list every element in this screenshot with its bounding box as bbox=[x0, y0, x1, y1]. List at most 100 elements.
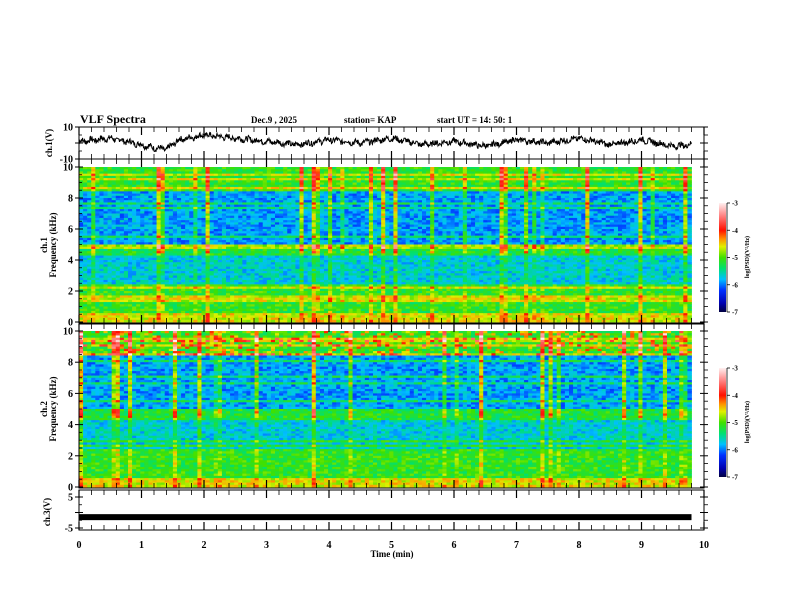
spectrogram-cell bbox=[275, 266, 280, 270]
spectrogram-cell bbox=[201, 175, 206, 179]
spectrogram-cell bbox=[226, 169, 231, 172]
spectrogram-cell bbox=[140, 231, 145, 234]
spectrogram-cell bbox=[140, 191, 145, 194]
spectrogram-cell bbox=[201, 182, 206, 186]
spectrogram-cell bbox=[311, 277, 317, 281]
spectrogram-cell bbox=[115, 275, 121, 279]
spectrogram-cell bbox=[168, 260, 174, 263]
spectrogram-cell bbox=[123, 211, 129, 214]
spectrogram-cell bbox=[136, 297, 141, 301]
spectrogram-cell bbox=[189, 262, 194, 265]
spectrogram-cell bbox=[123, 217, 129, 221]
spectrogram-cell bbox=[83, 271, 88, 274]
spectrogram-cell bbox=[254, 284, 260, 287]
spectrogram-cell bbox=[107, 240, 113, 243]
spectrogram-cell bbox=[181, 206, 186, 210]
spectrogram-cell bbox=[291, 184, 296, 188]
spectrogram-cell bbox=[209, 271, 215, 274]
spectrogram-cell bbox=[324, 277, 329, 281]
spectrogram-cell bbox=[185, 180, 190, 183]
ch1-waveform-line bbox=[78, 131, 692, 153]
spectrogram-cell bbox=[279, 271, 284, 274]
spectrogram-cell bbox=[148, 217, 153, 221]
spectrogram-cell bbox=[340, 184, 345, 188]
spectrogram-cell bbox=[140, 257, 145, 261]
spectrogram-cell bbox=[103, 171, 108, 175]
spectrogram-cell bbox=[160, 273, 166, 276]
spectrogram-cell bbox=[340, 302, 345, 305]
spectrogram-cell bbox=[336, 169, 341, 172]
spectrogram-cell bbox=[83, 260, 88, 263]
spectrogram-cell bbox=[209, 248, 215, 252]
spectrogram-cell bbox=[258, 286, 264, 290]
spectrogram-cell bbox=[307, 240, 313, 243]
spectrogram-cell bbox=[205, 237, 211, 241]
spectrogram-cell bbox=[128, 286, 133, 290]
spectrogram-cell bbox=[144, 251, 149, 254]
spectrogram-cell bbox=[197, 244, 202, 248]
spectrogram-cell bbox=[242, 191, 247, 194]
spectrogram-cell bbox=[262, 237, 268, 241]
spectrogram-cell bbox=[295, 282, 300, 285]
spectrogram-cell bbox=[164, 235, 170, 239]
spectrogram-cell bbox=[352, 286, 358, 290]
spectrogram-cell bbox=[115, 204, 121, 208]
spectrogram-cell bbox=[193, 308, 198, 312]
spectrogram-cell bbox=[181, 182, 186, 186]
spectrogram-cell bbox=[213, 297, 219, 301]
spectrogram-cell bbox=[181, 222, 186, 225]
spectrogram-cell bbox=[201, 286, 206, 290]
spectrogram-cell bbox=[197, 308, 202, 312]
spectrogram-cell bbox=[205, 198, 211, 201]
spectrogram-cell bbox=[168, 209, 174, 212]
spectrogram-cell bbox=[311, 215, 317, 219]
spectrogram-cell bbox=[307, 317, 313, 321]
spectrogram-cell bbox=[258, 204, 264, 208]
spectrogram-cell bbox=[156, 213, 162, 217]
spectrogram-cell bbox=[221, 240, 227, 243]
spectrogram-cell bbox=[128, 291, 133, 294]
spectrogram-cell bbox=[328, 231, 333, 234]
spectrogram-cell bbox=[205, 319, 211, 323]
spectrogram-cell bbox=[213, 251, 219, 254]
spectrogram-cell bbox=[266, 291, 272, 294]
spectrogram-cell bbox=[234, 231, 239, 234]
spectrogram-cell bbox=[148, 191, 153, 194]
spectrogram-cell bbox=[185, 209, 190, 212]
spectrogram-cell bbox=[87, 175, 92, 179]
spectrogram-cell bbox=[242, 217, 247, 221]
spectrogram-cell bbox=[156, 182, 162, 186]
spectrogram-cell bbox=[103, 233, 108, 237]
spectrogram-cell bbox=[238, 317, 243, 321]
spectrogram-cell bbox=[87, 186, 92, 190]
spectrogram-cell bbox=[209, 229, 215, 232]
spectrogram-cell bbox=[152, 231, 157, 234]
spectrogram-cell bbox=[99, 169, 104, 172]
spectrogram-cell bbox=[250, 186, 255, 190]
spectrogram-cell bbox=[266, 209, 272, 212]
spectrogram-cell bbox=[291, 235, 296, 239]
spectrogram-cell bbox=[83, 295, 88, 299]
spectrogram-cell bbox=[103, 299, 108, 303]
spectrogram-cell bbox=[168, 222, 174, 225]
spectrogram-cell bbox=[262, 191, 268, 194]
spectrogram-cell bbox=[238, 248, 243, 252]
spectrogram-cell bbox=[99, 186, 104, 190]
spectrogram-cell bbox=[324, 169, 329, 172]
spectrogram-cell bbox=[181, 299, 186, 303]
spectrogram-cell bbox=[172, 284, 178, 287]
spectrogram-cell bbox=[103, 237, 108, 241]
spectrogram-cell bbox=[164, 304, 170, 307]
spectrogram-cell bbox=[140, 253, 145, 256]
spectrogram-cell bbox=[107, 235, 113, 239]
spectrogram-cell bbox=[287, 235, 292, 239]
spectrogram-cell bbox=[291, 173, 296, 177]
spectrogram-cell bbox=[270, 308, 276, 312]
spectrogram-cell bbox=[193, 226, 198, 230]
spectrogram-cell bbox=[189, 200, 194, 203]
spectrogram-cell bbox=[156, 264, 162, 268]
spectrogram-cell bbox=[205, 255, 211, 259]
spectrogram-cell bbox=[205, 211, 211, 214]
spectrogram-cell bbox=[258, 306, 264, 310]
